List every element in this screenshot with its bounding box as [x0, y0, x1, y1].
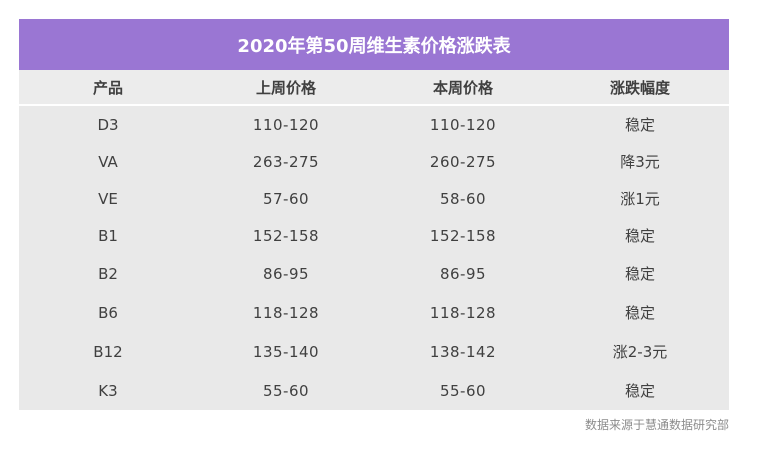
- cell-product: B2: [98, 264, 118, 283]
- table-row: K3 55-60 55-60 稳定: [19, 371, 729, 410]
- table-row: VE 57-60 58-60 涨1元: [19, 180, 729, 217]
- cell-product: B1: [98, 226, 118, 245]
- cell-this-week-price: 152-158: [429, 226, 497, 245]
- header-last-week-price: 上周价格: [197, 70, 375, 106]
- data-source-note: 数据来源于慧通数据研究部: [584, 418, 729, 432]
- cell-product: D3: [97, 115, 119, 134]
- price-table-container: 2020年第50周维生素价格涨跌表 产品 上周价格 本周价格 涨跌幅度 D3 1…: [19, 19, 729, 410]
- cell-this-week-price: 110-120: [429, 115, 497, 134]
- table-row: D3 110-120 110-120 稳定: [19, 105, 729, 143]
- table-row: B12 135-140 138-142 涨2-3元: [19, 332, 729, 371]
- table-row: B6 118-128 118-128 稳定: [19, 293, 729, 332]
- cell-change: 降3元: [620, 153, 660, 171]
- cell-product: B12: [93, 342, 123, 361]
- cell-this-week-price: 86-95: [439, 264, 487, 283]
- header-change: 涨跌幅度: [551, 70, 729, 106]
- cell-change: 稳定: [624, 382, 655, 400]
- cell-last-week-price: 263-275: [252, 152, 320, 171]
- cell-change: 涨1元: [620, 190, 660, 208]
- price-table: 产品 上周价格 本周价格 涨跌幅度 D3 110-120 110-120 稳定 …: [19, 70, 729, 410]
- header-this-week-price: 本周价格: [375, 70, 551, 106]
- cell-change: 涨2-3元: [612, 343, 668, 361]
- cell-product: VA: [98, 152, 118, 171]
- cell-product: VE: [98, 189, 118, 208]
- cell-change: 稳定: [624, 304, 655, 322]
- cell-last-week-price: 118-128: [252, 303, 320, 322]
- cell-change: 稳定: [624, 116, 655, 134]
- cell-this-week-price: 138-142: [429, 342, 497, 361]
- header-product: 产品: [19, 70, 197, 106]
- cell-this-week-price: 118-128: [429, 303, 497, 322]
- table-row: B1 152-158 152-158 稳定: [19, 217, 729, 254]
- table-row: VA 263-275 260-275 降3元: [19, 143, 729, 180]
- header-row: 产品 上周价格 本周价格 涨跌幅度: [19, 70, 729, 106]
- table-row: B2 86-95 86-95 稳定: [19, 254, 729, 293]
- cell-last-week-price: 57-60: [262, 189, 310, 208]
- table-title: 2020年第50周维生素价格涨跌表: [19, 19, 729, 70]
- cell-last-week-price: 135-140: [252, 342, 320, 361]
- cell-product: B6: [98, 303, 118, 322]
- cell-this-week-price: 58-60: [439, 189, 487, 208]
- cell-this-week-price: 55-60: [439, 381, 487, 400]
- cell-last-week-price: 152-158: [252, 226, 320, 245]
- cell-last-week-price: 86-95: [262, 264, 310, 283]
- cell-product: K3: [98, 381, 118, 400]
- cell-this-week-price: 260-275: [429, 152, 497, 171]
- cell-change: 稳定: [624, 227, 655, 245]
- cell-last-week-price: 110-120: [252, 115, 320, 134]
- cell-last-week-price: 55-60: [262, 381, 310, 400]
- cell-change: 稳定: [624, 265, 655, 283]
